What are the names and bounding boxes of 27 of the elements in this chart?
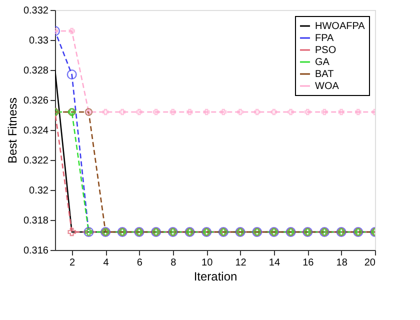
x-tick-label: 8	[170, 258, 177, 268]
y-tick-label: 0.332	[23, 6, 49, 16]
y-tick-label: 0.32	[29, 186, 49, 196]
y-tick-label: 0.316	[23, 246, 49, 256]
x-axis-title: Iteration	[194, 270, 238, 284]
legend-label: WOA	[315, 81, 340, 92]
y-tick-label: 0.324	[23, 126, 49, 136]
x-tick-label: 14	[268, 258, 280, 268]
x-tick-label: 6	[136, 258, 143, 268]
y-tick-label: 0.322	[23, 156, 49, 166]
legend-label: GA	[315, 57, 330, 68]
x-tick-label: 20	[364, 258, 376, 268]
x-tick-label: 2	[70, 258, 76, 268]
legend-label: FPA	[315, 33, 334, 44]
legend-label: BAT	[315, 69, 334, 80]
y-tick-label: 0.318	[23, 216, 49, 226]
x-tick-label: 18	[336, 258, 348, 268]
x-tick-label: 10	[202, 258, 214, 268]
legend-label: HWOAFPA	[315, 21, 366, 32]
x-tick-label: 12	[235, 258, 247, 268]
y-tick-label: 0.328	[23, 66, 49, 76]
x-tick-label: 4	[103, 258, 110, 268]
x-tick-label: 16	[302, 258, 314, 268]
legend-label: PSO	[315, 45, 336, 56]
y-tick-label: 0.326	[23, 96, 49, 106]
y-tick-label: 0.33	[29, 36, 49, 46]
y-axis-title: Best Fitness	[5, 97, 20, 164]
